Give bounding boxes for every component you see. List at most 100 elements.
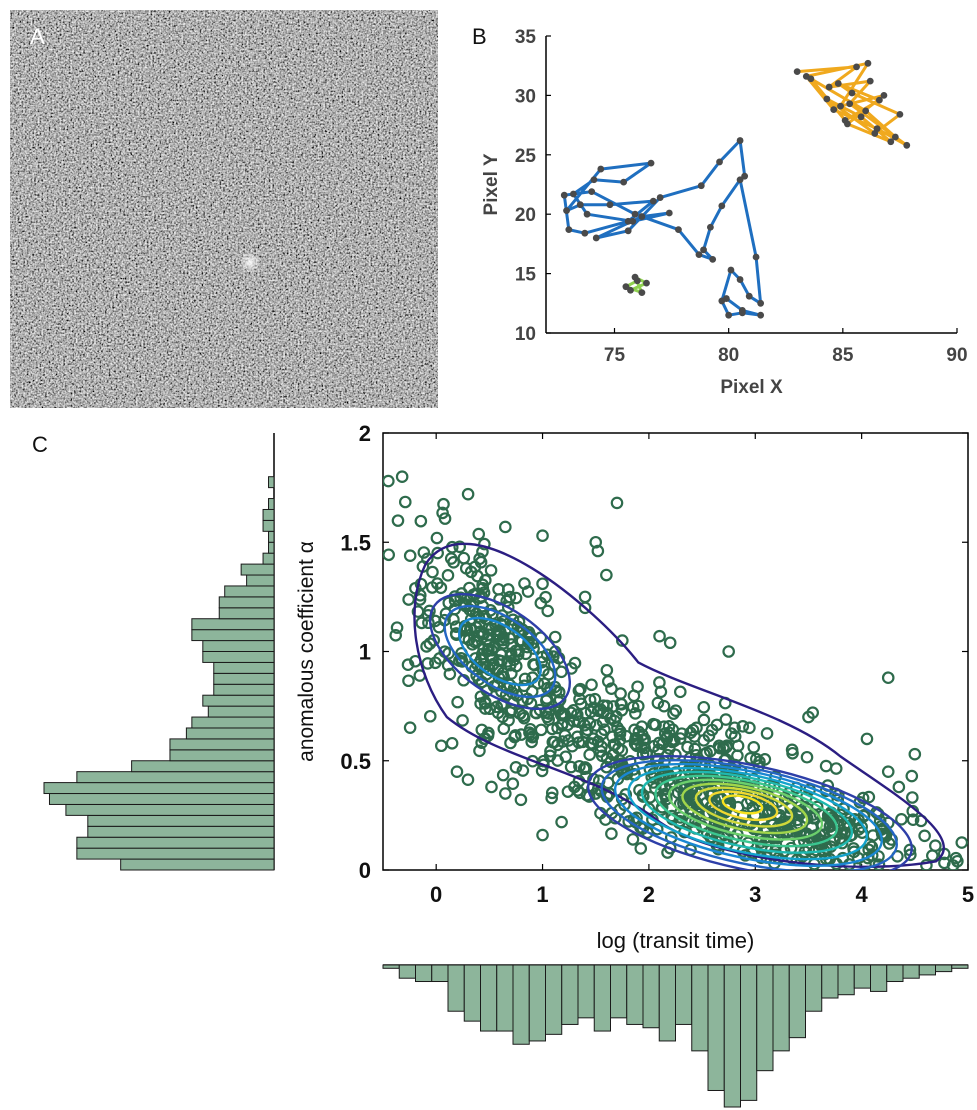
histogram-bar — [723, 964, 741, 1108]
fluorescent-spot — [239, 251, 261, 273]
scatter-point — [669, 704, 683, 717]
scatter-point — [414, 514, 428, 528]
scatter-point — [600, 663, 614, 677]
trajectory-point — [597, 165, 605, 173]
scatter-point — [865, 849, 879, 862]
scatter-point — [837, 802, 850, 816]
scatter-point — [383, 474, 395, 488]
trajectory-point — [565, 226, 573, 234]
histogram-bar — [268, 498, 275, 510]
histogram-bar — [120, 858, 275, 871]
scatter-point — [536, 828, 549, 842]
histogram-bar — [87, 825, 275, 838]
trajectory-point — [631, 210, 639, 218]
scatter-point — [785, 743, 799, 757]
histogram-bar — [496, 964, 514, 1032]
scatter-point — [555, 815, 568, 829]
histogram-bar — [593, 964, 611, 1032]
scatter-point — [688, 730, 701, 743]
scatter-point — [905, 769, 919, 783]
x-tick-label: 2 — [643, 882, 655, 907]
histogram-bar — [642, 964, 660, 1029]
scatter-point — [705, 723, 719, 737]
histogram-bar — [431, 964, 449, 983]
histogram-bar — [463, 964, 481, 1022]
scatter-point — [571, 730, 584, 744]
scatter-point — [585, 678, 598, 692]
scatter-point — [572, 736, 586, 749]
scatter-point — [536, 529, 549, 542]
scatter-point — [473, 744, 486, 758]
histogram-bar — [43, 782, 275, 795]
trajectory-point — [752, 253, 760, 261]
scatter-point — [425, 581, 439, 594]
scatter-point — [736, 720, 750, 733]
scatter-point — [881, 671, 895, 685]
scatter-point — [402, 674, 415, 688]
scatter-point — [511, 648, 525, 661]
trajectory-point — [853, 63, 860, 71]
y-tick-label: 30 — [515, 86, 536, 107]
scatter-point — [955, 836, 968, 849]
histogram-bar — [185, 727, 275, 740]
scatter-point — [513, 707, 526, 720]
scatter-point — [608, 714, 621, 728]
scatter-point — [448, 602, 462, 616]
trajectory-point — [649, 197, 657, 205]
scatter-point — [468, 560, 482, 574]
scatter-point — [478, 702, 492, 715]
scatter-point — [534, 723, 548, 737]
trajectory-point — [880, 92, 888, 99]
histogram-bar — [268, 541, 275, 554]
histogram-bar — [853, 964, 871, 989]
scatter-point — [481, 644, 494, 658]
scatter-point — [551, 754, 565, 767]
trajectory-point — [695, 251, 703, 258]
scatter-point — [519, 647, 533, 661]
y-tick-label: 25 — [515, 146, 537, 167]
scatter-point — [463, 603, 476, 616]
trajectory-point — [563, 207, 570, 215]
scatter-point — [403, 549, 417, 563]
scatter-point — [482, 628, 495, 641]
scatter-point — [829, 762, 843, 775]
histogram-bar — [935, 964, 953, 973]
scatter-point — [610, 496, 624, 510]
x-tick-label: 0 — [430, 882, 442, 907]
scatter-point — [496, 667, 510, 680]
scatter-point — [731, 739, 745, 753]
scatter-point — [596, 715, 610, 729]
scatter-point — [423, 637, 437, 651]
scatter-point — [573, 692, 586, 706]
scatter-point — [565, 739, 579, 753]
scatter-point — [468, 635, 481, 649]
trajectory-point — [718, 202, 726, 210]
scatter-point — [600, 568, 613, 582]
scatter-point — [402, 593, 415, 606]
scatter-point — [390, 621, 404, 634]
scatter-point — [536, 577, 549, 591]
histogram-bar — [577, 964, 595, 1019]
histogram-bar — [610, 964, 628, 1019]
scatter-point — [583, 748, 596, 762]
scatter-point — [492, 583, 505, 596]
x-tick-label: 75 — [604, 345, 626, 366]
scatter-point — [544, 744, 557, 758]
histogram-bar — [512, 964, 530, 1045]
scatter-point — [895, 813, 908, 826]
scatter-point — [817, 828, 831, 841]
scatter-point — [663, 636, 677, 650]
scatter-point — [514, 793, 528, 807]
trajectory-point — [745, 292, 753, 300]
histogram-bar — [788, 964, 806, 1039]
scatter-point — [526, 730, 540, 743]
scatter-point — [506, 613, 520, 627]
scatter-point — [697, 713, 711, 727]
scatter-point — [747, 741, 761, 754]
trajectory-point — [583, 210, 591, 218]
histogram-bar — [224, 585, 275, 598]
trajectory-point — [709, 255, 717, 263]
trajectory-point — [903, 141, 911, 149]
trajectory-point — [807, 75, 815, 83]
trajectory-point — [581, 229, 589, 237]
